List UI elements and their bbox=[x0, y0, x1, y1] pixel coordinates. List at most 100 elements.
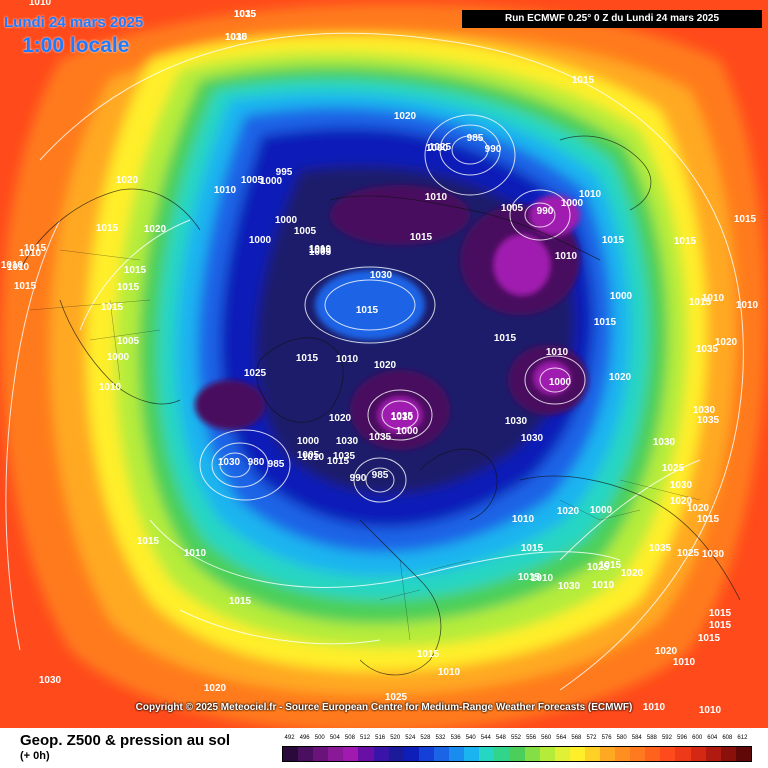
pressure-label: 1015 bbox=[229, 596, 252, 607]
coast-greenland bbox=[256, 337, 344, 423]
pressure-label: 1035 bbox=[649, 543, 672, 554]
scale-swatch bbox=[615, 747, 631, 761]
pressure-label: 1020 bbox=[394, 111, 417, 122]
scale-label: 568 bbox=[571, 735, 582, 741]
borders-asia bbox=[559, 479, 701, 521]
scale-label: 592 bbox=[661, 735, 672, 741]
pressure-label: 1015 bbox=[137, 536, 160, 547]
pressure-label: 995 bbox=[276, 167, 293, 178]
pressure-label: 980 bbox=[248, 457, 265, 468]
scale-label: 572 bbox=[586, 735, 597, 741]
pressure-label: 1010 bbox=[702, 293, 725, 304]
pressure-label: 1010 bbox=[531, 573, 554, 584]
pressure-label: 1015 bbox=[96, 223, 119, 234]
scale-label: 492 bbox=[284, 735, 295, 741]
isobar-greenland-low-1 bbox=[381, 400, 419, 430]
forecast-local-time: 1:00 locale bbox=[22, 34, 130, 57]
isobar-iceland-low-3 bbox=[199, 429, 291, 501]
isobar-azores bbox=[179, 609, 381, 645]
scale-swatch bbox=[569, 747, 585, 761]
core-arctic-canada-center bbox=[378, 397, 422, 433]
pressure-label: 1000 bbox=[107, 352, 130, 363]
pressure-label: 1010 bbox=[302, 452, 325, 463]
scale-swatch bbox=[675, 747, 691, 761]
pressure-label: 1020 bbox=[655, 646, 678, 657]
pressure-label: 1010 bbox=[7, 262, 30, 273]
isobar-aleutian-low-3 bbox=[424, 114, 516, 196]
isobar-iceland-low-1 bbox=[219, 452, 251, 478]
pressure-label: 1010 bbox=[699, 705, 722, 716]
core-central-arctic bbox=[330, 185, 470, 245]
pressure-label: 1030 bbox=[336, 436, 359, 447]
pressure-label: 985 bbox=[372, 470, 389, 481]
pressure-label: 1020 bbox=[609, 372, 632, 383]
scale-swatch bbox=[403, 747, 419, 761]
scale-swatch bbox=[599, 747, 616, 761]
pressure-label: 985 bbox=[467, 133, 484, 144]
pressure-label: 1010 bbox=[184, 548, 207, 559]
isobar-greenland-low-2 bbox=[367, 389, 433, 441]
core-kamchatka-center bbox=[534, 362, 570, 394]
scale-swatch bbox=[630, 747, 646, 761]
scale-label: 612 bbox=[737, 735, 748, 741]
scale-label: 564 bbox=[556, 735, 567, 741]
pressure-label: 1015 bbox=[697, 514, 720, 525]
scale-swatch bbox=[449, 747, 465, 761]
scale-swatch bbox=[539, 747, 555, 761]
pressure-label: 1015 bbox=[296, 353, 319, 364]
pressure-label: 1015 bbox=[14, 281, 37, 292]
pressure-label: 1035 bbox=[697, 415, 720, 426]
legend-footer: Geop. Z500 & pression au sol (+ 0h) 492 4… bbox=[0, 728, 768, 768]
geopotential-map: 1015 1015 1010 1020 1015 1020 1015 1010 1015 1015… bbox=[0, 0, 768, 728]
isobar-kamchatka-low-2 bbox=[524, 355, 586, 405]
scale-label: 608 bbox=[722, 735, 733, 741]
pressure-label: 1030 bbox=[225, 32, 248, 43]
pressure-label: 1010 bbox=[391, 412, 414, 423]
scale-label: 596 bbox=[677, 735, 688, 741]
scale-swatch bbox=[509, 747, 525, 761]
pressure-label: 1010 bbox=[579, 189, 602, 200]
coastlines bbox=[19, 135, 741, 676]
pressure-label: 1015 bbox=[698, 633, 721, 644]
pressure-label: 1005 bbox=[294, 226, 317, 237]
scale-swatch bbox=[494, 747, 510, 761]
scale-label: 516 bbox=[375, 735, 386, 741]
pressure-label: 1010 bbox=[438, 667, 461, 678]
isobar-asia bbox=[559, 459, 701, 561]
scale-label: 576 bbox=[601, 735, 612, 741]
scale-label: 588 bbox=[646, 735, 657, 741]
pressure-label: 990 bbox=[485, 144, 502, 155]
copyright-notice: Copyright © 2025 Meteociel.fr - Source E… bbox=[135, 702, 633, 713]
pressure-label: 1015 bbox=[124, 265, 147, 276]
pressure-label: 1035 bbox=[696, 344, 719, 355]
pressure-label: 1015 bbox=[599, 560, 622, 571]
pressure-label: 1015 bbox=[602, 235, 625, 246]
isobar-outer-2 bbox=[5, 219, 61, 651]
scale-swatch bbox=[554, 747, 570, 761]
pressure-label: 1020 bbox=[374, 360, 397, 371]
pressure-label: 1030 bbox=[702, 549, 725, 560]
pressure-label: 1015 bbox=[572, 75, 595, 86]
pressure-label: 1000 bbox=[275, 215, 298, 226]
scale-label: 560 bbox=[541, 735, 552, 741]
pressure-label: 1030 bbox=[505, 416, 528, 427]
coast-europe bbox=[359, 519, 442, 676]
pressure-label: 1010 bbox=[512, 514, 535, 525]
pressure-label: 1030 bbox=[521, 433, 544, 444]
pressure-labels: 1015 1015 1010 1020 1015 1020 1015 1010 1015 1015… bbox=[1, 0, 759, 716]
pressure-label: 1010 bbox=[99, 382, 122, 393]
scale-swatch bbox=[388, 747, 404, 761]
pressure-label: 985 bbox=[268, 459, 285, 470]
isobar-siberia-low-1 bbox=[524, 202, 556, 228]
scale-swatch bbox=[418, 747, 434, 761]
isobar-siberia-low-2 bbox=[509, 189, 571, 241]
high-arctic bbox=[315, 270, 425, 340]
pressure-label: 1030 bbox=[39, 675, 62, 686]
scale-label: 548 bbox=[495, 735, 506, 741]
forecast-date: Lundi 24 mars 2025 bbox=[4, 14, 144, 31]
pressure-label: 1015 bbox=[101, 302, 124, 313]
pressure-label: 1010 bbox=[214, 185, 237, 196]
pressure-label: 1030 bbox=[670, 480, 693, 491]
coast-alaska bbox=[559, 135, 652, 211]
scale-swatch bbox=[524, 747, 540, 761]
